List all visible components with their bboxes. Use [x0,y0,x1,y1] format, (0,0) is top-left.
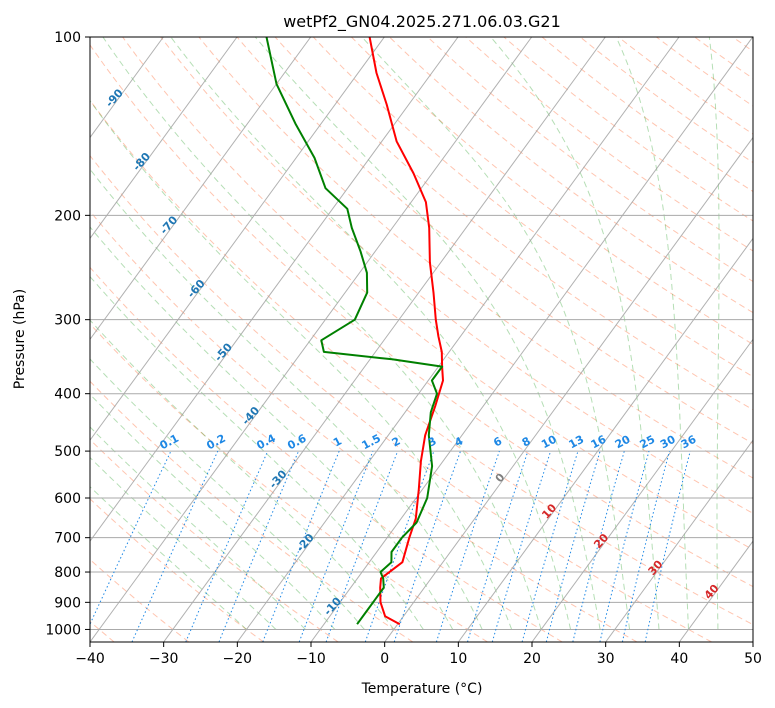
dewpoint-line [265,37,444,625]
x-tick-label: 10 [449,651,467,667]
dry-adiabat [90,380,414,642]
mixing-ratio-line [521,450,579,642]
dry-adiabat [160,37,753,514]
mixing-ratio-label: 25 [638,433,658,452]
x-axis-label: Temperature (°C) [361,681,483,697]
mixing-ratio-label: 36 [679,433,699,452]
moist-adiabat [615,37,689,630]
y-tick-label: 700 [54,531,81,547]
mixing-ratio-line [599,450,650,642]
line-labels: 0.10.20.40.611.52346810131620253036-100-… [90,37,722,618]
mixing-ratio-line [393,450,461,642]
x-axis: −40 −30 −20 −10 0 10 20 30 40 50 [75,642,762,667]
y-tick-label: 400 [54,387,81,403]
x-tick-label: 50 [744,651,762,667]
x-tick-label: 0 [380,651,389,667]
moist-adiabat [102,37,542,630]
moist-adiabat [90,319,395,630]
x-tick-label: −40 [75,651,105,667]
isotherm [236,37,680,642]
y-tick-label: 800 [54,565,81,581]
x-tick-label: −10 [296,651,326,667]
mixing-ratio-label: 13 [567,433,587,452]
moist-adiabat [490,37,660,630]
dry-adiabat [90,44,753,588]
dry-adiabat [427,37,753,283]
background-lines [90,37,753,642]
mixing-ratio-line [572,450,625,642]
y-tick-label: 1000 [45,622,81,638]
moist-adiabat [170,37,572,630]
moist-adiabat [90,393,336,630]
moist-adiabat [90,426,306,630]
mixing-ratio-label: 16 [589,433,609,452]
dry-adiabat [122,37,753,551]
dry-adiabat [90,154,712,642]
mixing-ratio-line [131,450,219,642]
plot-frame [89,36,754,643]
moist-adiabat [90,456,277,630]
moist-adiabat [708,37,720,630]
moist-adiabat [90,168,483,630]
y-tick-label: 500 [54,444,81,460]
isotherm [457,237,753,642]
mixing-ratio-label: 30 [658,433,678,452]
temperature-line [368,37,444,626]
mixing-ratio-label: 20 [613,433,633,452]
dry-adiabat [90,498,264,642]
moist-adiabat [90,226,454,630]
isotherm [90,37,238,240]
mixing-ratio-line [467,450,529,642]
dry-adiabat [90,99,753,626]
y-tick-label: 900 [54,595,81,611]
moist-adiabat [361,37,631,630]
dry-adiabat [90,210,638,642]
profile-lines [265,37,444,626]
mixing-ratio-line [644,450,691,642]
mixing-ratio-line [218,450,300,642]
x-tick-label: 20 [523,651,541,667]
isotherm [605,439,753,642]
mixing-ratio-line [435,450,500,642]
y-axis: 100 200 300 400 500 600 700 800 900 1000 [45,30,90,638]
isotherm [90,37,312,341]
y-tick-label: 300 [54,313,81,329]
isotherm [310,37,753,642]
y-axis-label: Pressure (hPa) [12,289,28,389]
mixing-ratio-line [545,450,601,642]
chart-title: wetPf2_GN04.2025.271.06.03.G21 [283,12,561,32]
moist-adiabat [254,37,601,630]
x-tick-label: −20 [223,651,253,667]
isotherm [163,37,606,642]
dry-adiabat [274,37,753,411]
mixing-ratio-line [621,450,670,642]
y-tick-label: 100 [54,30,81,46]
isotherm [90,37,533,642]
isotherm [90,37,385,442]
x-tick-label: 30 [597,651,615,667]
x-tick-label: −30 [149,651,179,667]
dry-adiabat [389,37,753,314]
dry-adiabat [503,37,753,222]
dry-adiabat [90,323,488,642]
moist-adiabat [90,485,247,630]
dry-adiabat [236,37,753,445]
mixing-ratio-line [364,450,435,642]
isotherm [90,37,459,542]
x-tick-label: 40 [670,651,688,667]
mixing-ratio-line [90,450,172,626]
mixing-ratio-label: 10 [539,433,559,452]
moist-adiabat [90,275,424,630]
mixing-ratio-line [491,450,552,642]
dry-adiabat [465,37,753,252]
mixing-ratio-line [185,450,269,642]
y-tick-label: 600 [54,491,81,507]
y-tick-label: 200 [54,208,81,224]
